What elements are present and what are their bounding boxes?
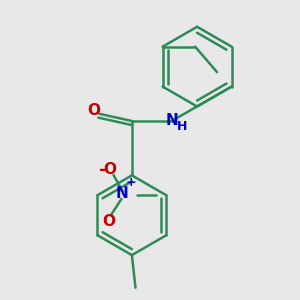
Text: O: O <box>87 103 100 118</box>
Text: +: + <box>126 176 136 190</box>
Text: N: N <box>116 186 129 201</box>
Text: H: H <box>177 120 187 133</box>
Text: O: O <box>102 214 115 229</box>
Text: N: N <box>165 113 178 128</box>
Text: O: O <box>103 162 116 177</box>
Text: -: - <box>98 161 105 179</box>
